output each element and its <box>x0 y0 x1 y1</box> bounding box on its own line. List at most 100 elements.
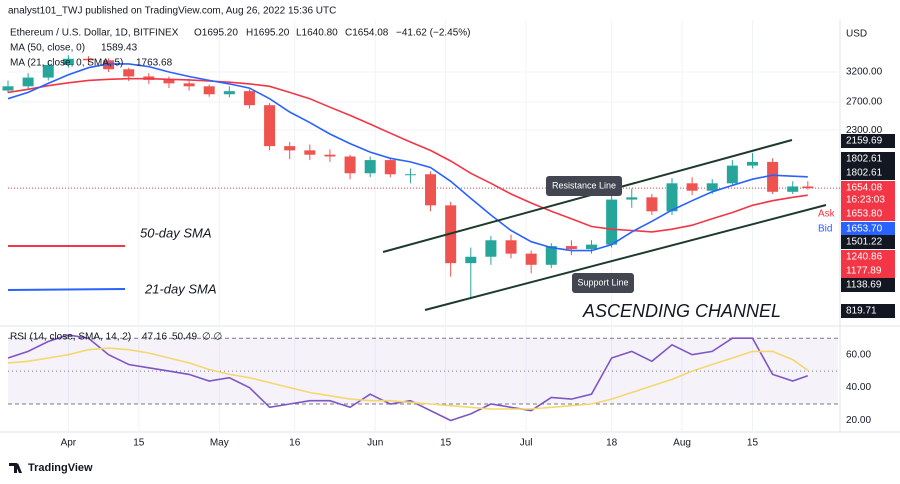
support-box <box>572 273 634 293</box>
candle-body <box>525 253 537 265</box>
legend: Ethereum / U.S. Dollar, 1D, BITFINEX O16… <box>10 28 471 343</box>
candle-body <box>485 240 497 257</box>
candle-body <box>284 146 296 151</box>
y-tick-label: 2300.00 <box>846 125 883 136</box>
price-badge <box>841 304 895 318</box>
candle-body <box>545 246 557 265</box>
series-line <box>7 63 808 252</box>
price-badge-label: 1802.61 <box>846 168 883 179</box>
price-badge-label: 1802.61 <box>846 154 883 165</box>
candle-body <box>565 246 577 250</box>
price-badge-label: 1653.70 <box>846 224 883 235</box>
price-badge-label: 1501.22 <box>846 237 883 248</box>
ohlc-open: O1695.20 <box>194 28 238 39</box>
candle-body <box>163 79 175 84</box>
support-label: Support Line <box>577 277 628 287</box>
candle-body <box>767 161 779 192</box>
candle-body <box>344 156 356 174</box>
price-badge <box>841 166 895 180</box>
sma50-label: 50-day SMA <box>140 225 212 240</box>
rsi-label: RSI (14, close, SMA, 14, 2) <box>10 332 131 343</box>
channel-label: ASCENDING CHANNEL <box>582 301 781 321</box>
series-line <box>7 77 808 233</box>
candle-body <box>304 150 316 155</box>
x-tick-label: Apr <box>61 438 77 449</box>
candle-body <box>82 58 94 61</box>
rsi-tick-label: 60.00 <box>846 349 871 360</box>
price-badge-label: 2159.69 <box>846 136 883 147</box>
x-tick-label: 15 <box>747 438 759 449</box>
candle-body <box>384 160 396 175</box>
rsi-tick-label: 40.00 <box>846 382 871 393</box>
price-badge-label: 1653.80 <box>846 209 883 220</box>
candle-body <box>626 197 638 200</box>
candle-body <box>686 183 698 191</box>
channel-lower <box>424 204 827 311</box>
price-badge <box>841 152 895 166</box>
footer-logo: TradingView <box>28 462 93 474</box>
candle-body <box>103 60 115 70</box>
candle-body <box>223 91 235 95</box>
currency: USD <box>846 29 867 40</box>
rsi-ma-value: 50.49 <box>172 332 197 343</box>
price-badge-tag: Ask <box>818 209 836 220</box>
candle-body <box>324 154 336 157</box>
x-tick-label: May <box>210 438 229 449</box>
price-badge <box>841 222 895 236</box>
y-tick-label: 2700.00 <box>846 97 883 108</box>
candle-body <box>404 174 416 176</box>
x-tick-label: 16 <box>289 438 301 449</box>
ma21-label: MA (21, close, 0, SMA, 5) <box>10 58 123 69</box>
ohlc-change: −41.62 (−2.45%) <box>396 28 471 39</box>
price-badge <box>841 134 895 148</box>
candle-body <box>586 244 598 250</box>
price-badge-label: 16:23:03 <box>846 195 885 206</box>
candle-body <box>802 186 814 189</box>
candle-body <box>364 160 376 174</box>
price-badge-tag: Bid <box>818 224 832 235</box>
series-line <box>7 347 809 410</box>
candle-body <box>264 105 276 147</box>
ma50-value: 1589.43 <box>101 43 138 54</box>
price-badge-label: 819.71 <box>846 306 877 317</box>
series-line <box>7 334 809 422</box>
candle-body <box>22 77 34 87</box>
sma21-label: 21-day SMA <box>144 281 217 296</box>
candle-body <box>706 183 718 191</box>
price-badge-label: 1138.69 <box>846 280 882 291</box>
ohlc-close: C1654.08 <box>345 28 389 39</box>
candle-body <box>2 86 14 91</box>
candle-body <box>123 69 135 77</box>
publisher: analyst101_TWJ published on TradingView.… <box>8 6 336 17</box>
price-badge-label: 1240.86 <box>846 252 883 263</box>
candle-body <box>646 197 658 212</box>
candle-body <box>62 58 74 65</box>
price-badge <box>841 235 895 249</box>
x-tick-label: 15 <box>440 438 452 449</box>
annotations: Resistance Line Support Line ASCENDING C… <box>7 139 827 321</box>
price-badge <box>841 278 895 292</box>
sma21-key <box>7 288 126 291</box>
symbol: Ethereum / U.S. Dollar, 1D, BITFINEX <box>10 28 179 39</box>
rsi-band <box>8 338 838 405</box>
price-badge <box>841 181 895 195</box>
ma50-label: MA (50, close, 0) <box>10 43 85 54</box>
price-badge <box>841 250 895 264</box>
y-tick-label: 3200.00 <box>846 67 883 78</box>
resistance-box <box>546 176 622 196</box>
candle-body <box>243 91 255 106</box>
x-tick-label: Jul <box>520 438 533 449</box>
ohlc-low: L1640.80 <box>296 28 338 39</box>
x-tick-label: Aug <box>673 438 691 449</box>
x-tick-label: 18 <box>606 438 618 449</box>
rsi-tick-label: 20.00 <box>846 415 871 426</box>
candle-body <box>606 199 618 245</box>
resistance-label: Resistance Line <box>552 180 616 190</box>
candle-body <box>465 256 477 264</box>
candle-body <box>787 186 799 192</box>
ma21-value: 1763.68 <box>136 58 173 69</box>
price-badge-label: 1654.08 <box>846 183 883 194</box>
price-badge <box>841 193 895 207</box>
x-tick-label: 15 <box>133 438 145 449</box>
